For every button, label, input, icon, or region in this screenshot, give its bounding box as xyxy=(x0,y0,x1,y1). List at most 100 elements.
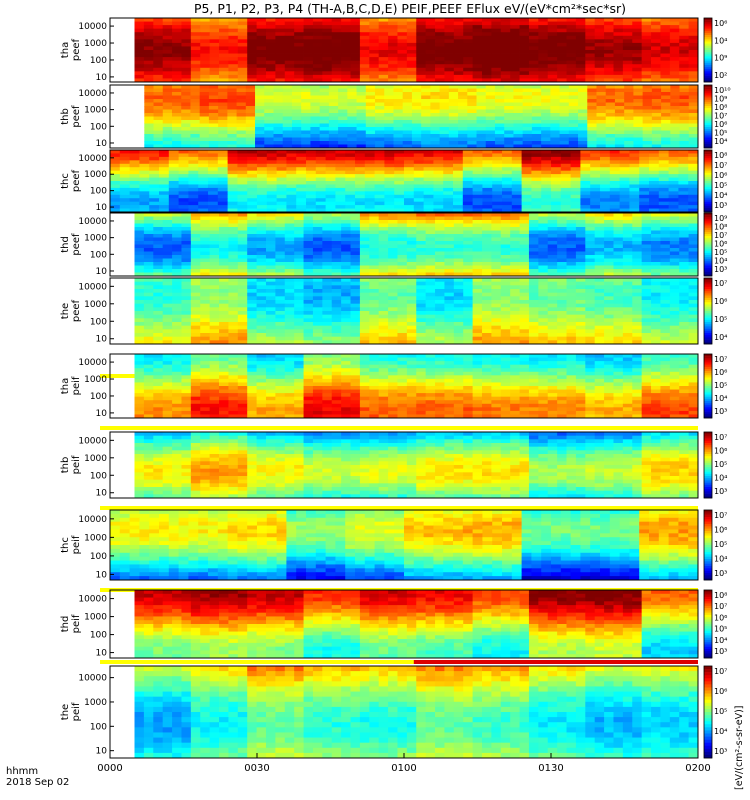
heatmap-cell xyxy=(322,18,333,22)
heatmap-cell xyxy=(557,57,567,62)
heatmap-cell xyxy=(378,262,389,266)
heatmap-cell xyxy=(303,74,314,79)
heatmap-cell xyxy=(328,106,339,110)
heatmap-cell xyxy=(301,92,311,96)
heatmap-cell xyxy=(397,248,408,252)
heatmap-cell xyxy=(557,25,567,30)
heatmap-cell xyxy=(345,153,356,158)
heatmap-cell xyxy=(433,156,444,161)
heatmap-cell xyxy=(575,258,586,263)
heatmap-cell xyxy=(228,39,239,44)
heatmap-cell xyxy=(139,153,150,158)
heatmap-cell xyxy=(411,99,422,103)
heatmap-cell xyxy=(217,167,228,172)
heatmap-cell xyxy=(228,300,239,305)
heatmap-cell xyxy=(463,18,473,22)
heatmap-cell xyxy=(219,71,229,76)
heatmap-cell xyxy=(472,187,483,192)
heatmap-cell xyxy=(519,35,530,40)
heatmap-cell xyxy=(472,278,483,283)
heatmap-cell xyxy=(430,102,441,107)
heatmap-cell xyxy=(435,296,445,301)
heatmap-cell xyxy=(462,174,473,178)
heatmap-cell xyxy=(312,57,323,62)
heatmap-cell xyxy=(228,216,239,221)
heatmap-cell xyxy=(181,113,191,117)
heatmap-cell xyxy=(568,109,579,114)
heatmap-cell xyxy=(566,223,577,228)
heatmap-cell xyxy=(153,50,164,54)
heatmap-cell xyxy=(319,134,330,138)
heatmap-cell xyxy=(629,187,640,192)
heatmap-cell xyxy=(472,194,483,199)
heatmap-cell xyxy=(594,46,605,51)
heatmap-cell xyxy=(443,170,454,175)
heatmap-cell xyxy=(557,18,567,22)
heatmap-cell xyxy=(350,60,361,65)
heatmap-cell xyxy=(356,99,367,103)
heatmap-cell xyxy=(394,160,405,165)
heatmap-cell xyxy=(378,42,389,47)
heatmap-cell xyxy=(688,181,699,185)
heatmap-cell xyxy=(341,53,351,58)
heatmap-cell xyxy=(319,92,330,96)
heatmap-cell xyxy=(430,92,441,96)
heatmap-cell xyxy=(322,248,333,252)
heatmap-cell xyxy=(585,251,596,256)
heatmap-cell xyxy=(425,251,436,256)
heatmap-cell xyxy=(275,28,286,33)
heatmap-cell xyxy=(619,187,630,192)
heatmap-cell xyxy=(622,292,633,297)
heatmap-cell xyxy=(256,227,267,231)
heatmap-cell xyxy=(208,198,219,203)
heatmap-cell xyxy=(570,163,581,168)
heatmap-cell xyxy=(568,130,579,135)
heatmap-cell xyxy=(585,269,596,273)
heatmap-cell xyxy=(335,201,346,206)
heatmap-cell xyxy=(227,106,237,110)
heatmap-cell xyxy=(331,241,342,245)
heatmap-cell xyxy=(181,64,192,69)
heatmap-cell xyxy=(388,300,398,305)
heatmap-cell xyxy=(190,130,201,135)
heatmap-cell xyxy=(661,134,671,138)
heatmap-cell xyxy=(208,116,219,121)
heatmap-cell xyxy=(143,50,154,54)
heatmap-cell xyxy=(660,50,671,54)
heatmap-cell xyxy=(359,292,370,297)
heatmap-cell xyxy=(273,99,284,103)
heatmap-cell xyxy=(575,285,586,290)
colorbar-tick-label: 10³ xyxy=(714,265,727,274)
heatmap-cell xyxy=(641,258,652,263)
heatmap-cell xyxy=(453,181,464,185)
heatmap-cell xyxy=(462,167,473,172)
heatmap-cell xyxy=(341,223,351,228)
heatmap-cell xyxy=(341,21,351,26)
heatmap-cell xyxy=(557,28,567,33)
heatmap-cell xyxy=(172,60,182,65)
heatmap-cell xyxy=(168,198,179,203)
heatmap-cell xyxy=(365,106,376,110)
heatmap-cell xyxy=(500,53,511,58)
heatmap-cell xyxy=(397,234,408,238)
heatmap-cell xyxy=(397,46,408,51)
heatmap-cell xyxy=(247,60,257,65)
heatmap-cell xyxy=(439,88,450,93)
heatmap-cell xyxy=(294,281,304,286)
heatmap-cell xyxy=(511,153,522,158)
heatmap-cell xyxy=(245,106,256,110)
heatmap-cell xyxy=(181,289,192,294)
heatmap-cell xyxy=(688,127,699,131)
colorbar-swatch xyxy=(704,95,712,98)
heatmap-cell xyxy=(228,53,239,58)
heatmap-cell xyxy=(384,127,394,131)
heatmap-cell xyxy=(394,205,405,209)
heatmap-cell xyxy=(453,60,464,65)
heatmap-cell xyxy=(472,28,483,33)
heatmap-cell xyxy=(491,39,502,44)
heatmap-cell xyxy=(641,278,652,283)
heatmap-cell xyxy=(188,170,199,175)
heatmap-cell xyxy=(622,57,633,62)
heatmap-cell xyxy=(416,251,427,256)
heatmap-cell xyxy=(375,109,385,114)
